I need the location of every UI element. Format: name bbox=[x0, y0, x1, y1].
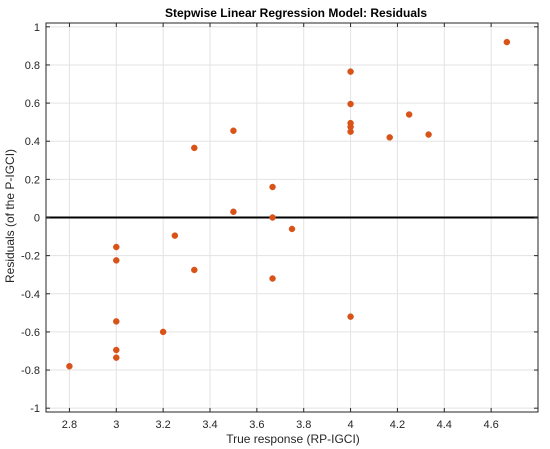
y-axis-label: Residuals (of the P-IGCI) bbox=[3, 149, 17, 283]
residual-point bbox=[269, 183, 276, 191]
residual-point bbox=[113, 354, 120, 361]
y-axis-ticks: -1 -0.8 -0.6 -0.4 -0.2 0 0.2 0.4 0.6 0.8 1 bbox=[21, 22, 538, 415]
residual-point bbox=[230, 208, 237, 216]
residual-point bbox=[288, 225, 296, 233]
x-tick-label: 3.4 bbox=[202, 419, 217, 431]
x-axis-label: True response (RP-IGCI) bbox=[226, 432, 360, 446]
data-points bbox=[66, 38, 511, 370]
residual-point bbox=[347, 313, 354, 320]
residual-point bbox=[347, 128, 354, 135]
residual-point bbox=[113, 243, 120, 251]
x-tick-label: 3.6 bbox=[249, 419, 264, 431]
x-tick-label: 3 bbox=[113, 419, 119, 431]
residual-point bbox=[113, 318, 120, 325]
x-tick-label: 4 bbox=[348, 419, 354, 431]
y-tick-label: 0.2 bbox=[25, 174, 40, 186]
y-tick-label: -0.4 bbox=[21, 289, 40, 301]
x-tick-label: 4.2 bbox=[390, 419, 405, 431]
y-tick-label: -0.6 bbox=[21, 327, 40, 339]
y-tick-label: 0.8 bbox=[25, 60, 40, 72]
residual-point bbox=[159, 328, 167, 336]
y-tick-label: 1 bbox=[34, 22, 40, 34]
x-tick-label: 2.8 bbox=[62, 419, 77, 431]
residual-point bbox=[269, 275, 276, 282]
y-tick-label: 0.4 bbox=[25, 136, 40, 148]
residual-point bbox=[113, 346, 120, 354]
x-tick-label: 3.8 bbox=[296, 419, 311, 431]
residual-point bbox=[171, 232, 179, 239]
x-tick-label: 3.2 bbox=[155, 419, 170, 431]
y-tick-label: -0.2 bbox=[21, 251, 40, 263]
residual-point bbox=[425, 131, 432, 138]
y-tick-label: 0.6 bbox=[25, 98, 40, 110]
residual-point bbox=[503, 38, 511, 46]
residual-point bbox=[191, 144, 198, 152]
y-tick-label: 0 bbox=[34, 213, 40, 225]
residual-point bbox=[191, 266, 198, 274]
x-tick-label: 4.4 bbox=[437, 419, 452, 431]
residual-point bbox=[269, 214, 276, 221]
x-axis-ticks: 2.8 3 3.2 3.4 3.6 3.8 4 4.2 4.4 4.6 bbox=[62, 23, 499, 431]
residual-point bbox=[347, 100, 354, 108]
residual-point bbox=[386, 134, 393, 141]
y-tick-label: -0.8 bbox=[21, 365, 40, 377]
residual-point bbox=[113, 257, 120, 264]
x-tick-label: 4.6 bbox=[483, 419, 498, 431]
chart-title: Stepwise Linear Regression Model: Residu… bbox=[165, 6, 427, 20]
residual-point bbox=[66, 362, 73, 370]
residual-point bbox=[230, 127, 237, 134]
residual-point bbox=[405, 111, 413, 118]
y-tick-label: -1 bbox=[30, 403, 40, 415]
residual-point bbox=[347, 68, 354, 75]
